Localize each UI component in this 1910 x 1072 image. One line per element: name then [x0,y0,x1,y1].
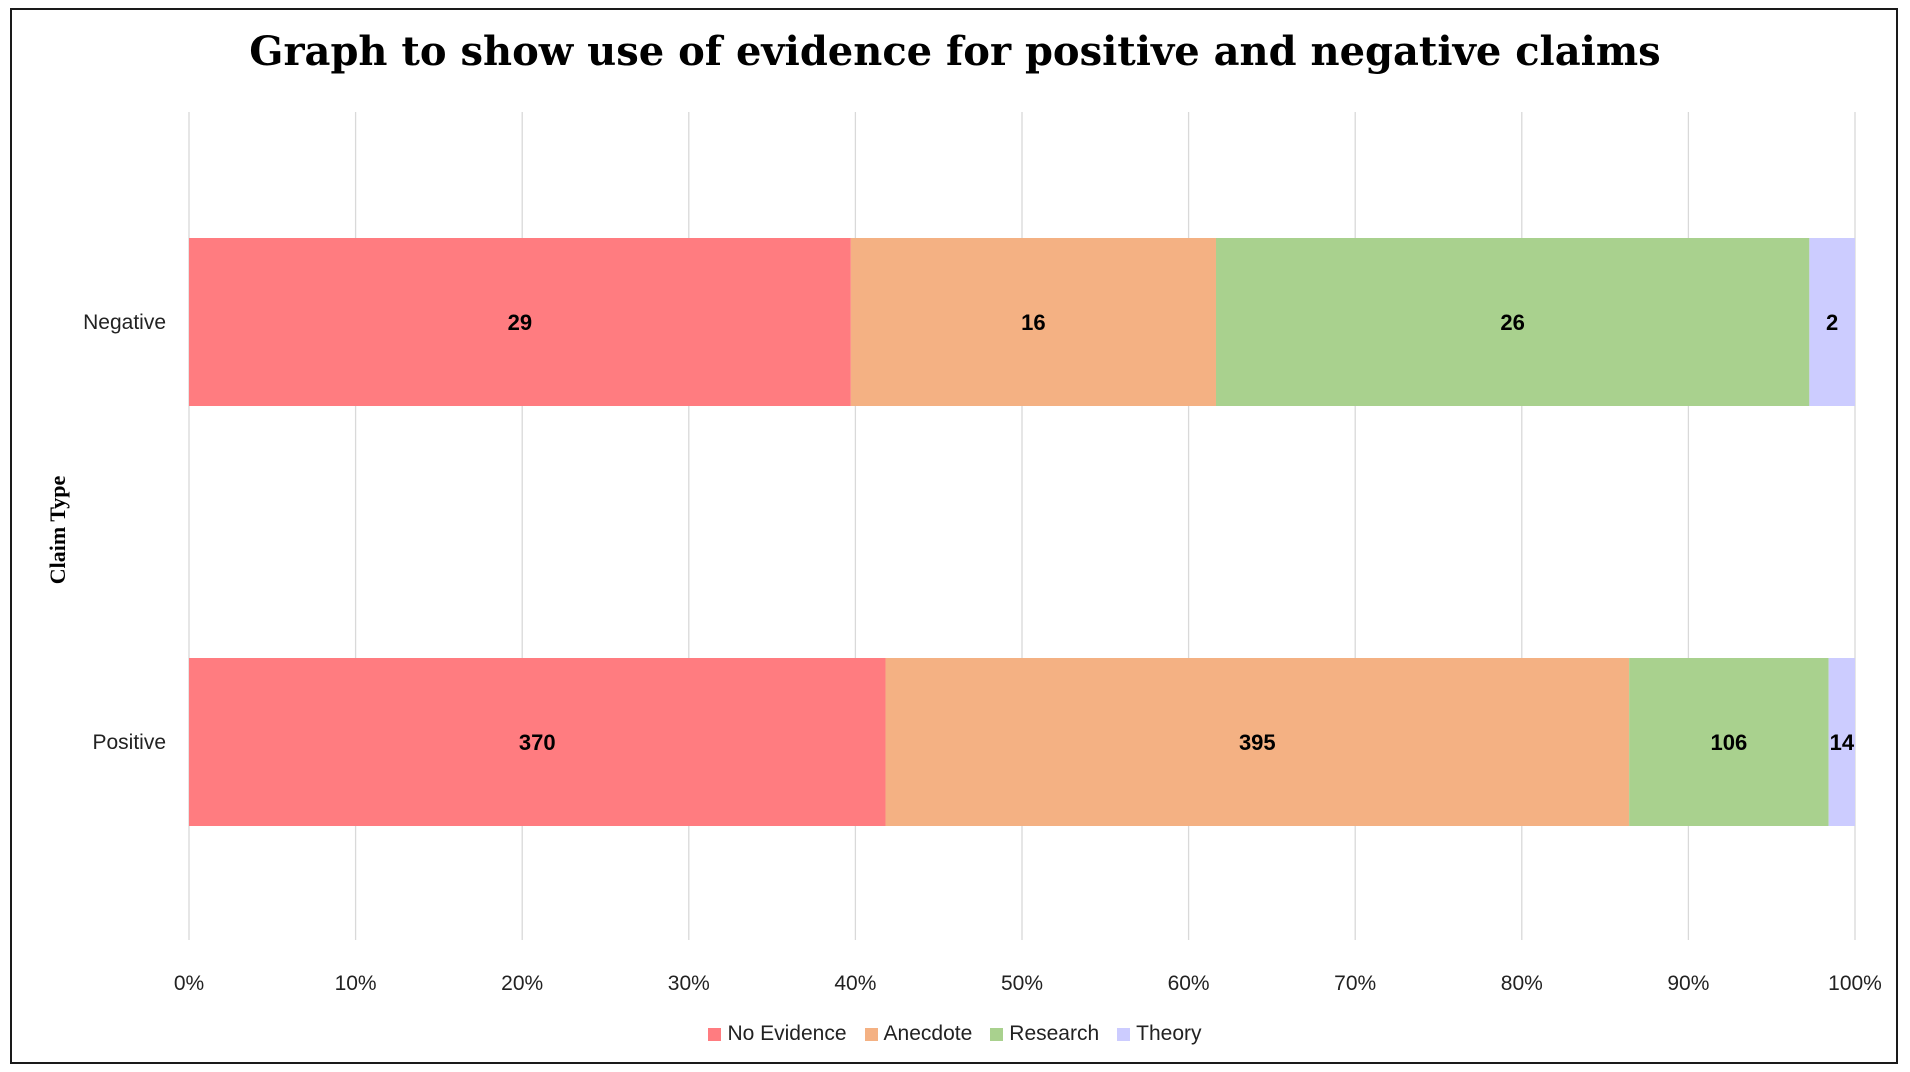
data-label: 16 [1021,310,1045,335]
category-label: Negative [83,311,166,334]
x-tick-label: 100% [1828,972,1882,995]
legend-item: No Evidence [708,1022,847,1046]
x-tick-label: 30% [668,972,710,995]
bar-segment [885,658,1630,826]
legend-swatch [1117,1027,1131,1041]
data-label: 106 [1711,730,1748,755]
x-tick-label: 80% [1501,972,1543,995]
legend-swatch [990,1027,1004,1041]
legend-item: Research [990,1022,1099,1046]
data-label: 395 [1239,730,1276,755]
x-tick-label: 20% [501,972,543,995]
chart-frame [10,8,1898,1064]
bar-segment [1629,658,1829,826]
bar-segment [189,238,851,406]
legend-label: Anecdote [883,1022,973,1045]
category-label: Positive [92,731,166,754]
x-tick-label: 50% [1001,972,1043,995]
x-tick-label: 40% [834,972,876,995]
x-tick-label: 60% [1168,972,1210,995]
legend-label: No Evidence [727,1022,847,1045]
legend-label: Theory [1136,1022,1202,1045]
bar-segment [850,238,1216,406]
x-tick-label: 0% [174,972,204,995]
data-label: 26 [1500,310,1524,335]
data-label: 14 [1830,730,1855,755]
x-tick-label: 10% [335,972,377,995]
x-tick-label: 90% [1667,972,1709,995]
bar-segment [1809,238,1855,406]
legend-swatch [708,1027,722,1041]
x-tick-label: 70% [1334,972,1376,995]
bar-segment [1828,658,1855,826]
data-label: 2 [1826,310,1838,335]
legend-item: Theory [1117,1022,1202,1046]
bar-segment [1215,238,1810,406]
legend-swatch [864,1027,878,1041]
legend-item: Anecdote [864,1022,973,1046]
chart-title: Graph to show use of evidence for positi… [249,28,1661,75]
data-label: 29 [508,310,532,335]
legend-label: Research [1009,1022,1100,1045]
data-label: 370 [519,730,556,755]
bar-segment [189,658,886,826]
legend: No Evidence Anecdote Research Theory [0,1022,1910,1046]
